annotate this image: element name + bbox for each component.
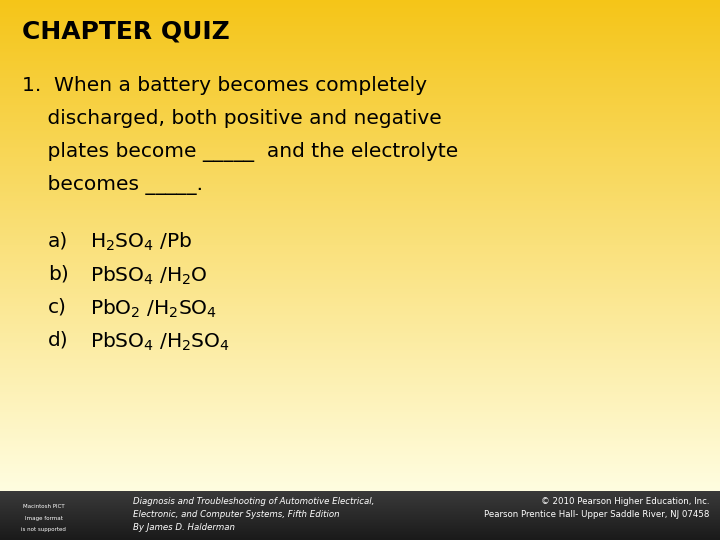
Text: Macintosh PICT: Macintosh PICT (23, 504, 64, 509)
Text: plates become _____  and the electrolyte: plates become _____ and the electrolyte (22, 142, 458, 162)
Text: PbO$_2$ /H$_2$SO$_4$: PbO$_2$ /H$_2$SO$_4$ (90, 297, 217, 320)
Text: Image format: Image format (24, 516, 63, 521)
Text: H$_2$SO$_4$ /Pb: H$_2$SO$_4$ /Pb (90, 231, 192, 253)
Text: 1.  When a battery becomes completely: 1. When a battery becomes completely (22, 76, 427, 95)
Text: c): c) (48, 297, 67, 316)
Text: is not supported: is not supported (21, 527, 66, 532)
Text: discharged, both positive and negative: discharged, both positive and negative (22, 109, 442, 128)
Text: Diagnosis and Troubleshooting of Automotive Electrical,
Electronic, and Computer: Diagnosis and Troubleshooting of Automot… (133, 497, 374, 532)
Text: becomes _____.: becomes _____. (22, 175, 216, 195)
Text: PbSO$_4$ /H$_2$SO$_4$: PbSO$_4$ /H$_2$SO$_4$ (90, 330, 230, 353)
Text: PbSO$_4$ /H$_2$O: PbSO$_4$ /H$_2$O (90, 264, 207, 287)
Text: © 2010 Pearson Higher Education, Inc.
Pearson Prentice Hall- Upper Saddle River,: © 2010 Pearson Higher Education, Inc. Pe… (484, 497, 709, 519)
Text: d): d) (48, 330, 68, 349)
Text: b): b) (48, 264, 68, 283)
Text: a): a) (48, 231, 68, 250)
Text: CHAPTER QUIZ: CHAPTER QUIZ (22, 19, 230, 43)
